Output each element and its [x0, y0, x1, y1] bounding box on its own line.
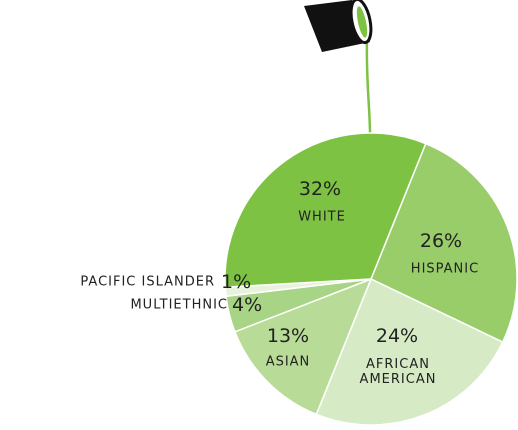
category-label: HISPANIC	[410, 261, 480, 277]
value-label: 24%	[375, 325, 419, 348]
category-label: AFRICAN AMERICAN	[359, 357, 437, 387]
pie-slice	[224, 132, 427, 288]
pie	[224, 132, 518, 426]
can-paint	[356, 6, 368, 38]
value-label: 13%	[266, 325, 310, 348]
category-label: MULTIETHNIC	[130, 297, 228, 313]
pie-slice	[370, 142, 518, 344]
paint-can	[304, 0, 373, 135]
category-label: ASIAN	[265, 354, 311, 370]
category-label: PACIFIC ISLANDER	[80, 274, 215, 290]
value-label: 1%	[221, 271, 252, 293]
paint-drip	[365, 39, 372, 135]
value-label: 4%	[232, 294, 263, 316]
category-label: WHITE	[298, 209, 346, 225]
pie-slice	[233, 277, 373, 416]
value-label: 32%	[298, 178, 342, 201]
pie-slice	[315, 277, 504, 426]
value-label: 26%	[419, 230, 463, 253]
